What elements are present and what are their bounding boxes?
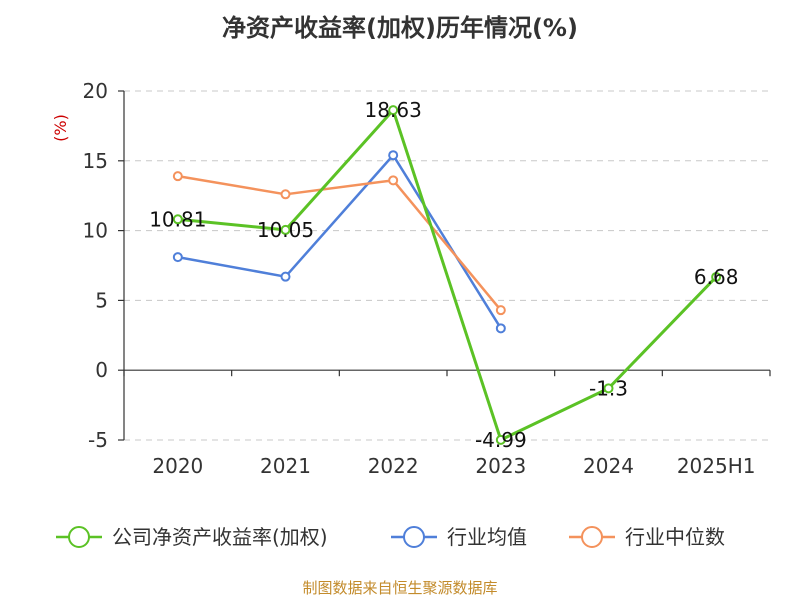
y-axis-unit: (%): [51, 114, 70, 142]
legend-marker-2: [581, 526, 603, 548]
series-1-point-1: [280, 271, 291, 282]
series-0-point-2: [388, 105, 399, 116]
series-0-point-3: [495, 434, 506, 445]
y-tick-label-2: 10: [83, 219, 108, 243]
y-tick-label-5: -5: [88, 428, 108, 452]
y-tick-label-3: 5: [95, 288, 108, 312]
source-note: 制图数据来自恒生聚源数据库: [302, 579, 497, 597]
series-0-point-1: [280, 224, 291, 235]
y-tick-label-1: 15: [83, 149, 108, 173]
series-1-point-3: [495, 323, 506, 334]
x-tick-label-0: 2020: [152, 454, 203, 478]
series-2-point-0: [172, 171, 183, 182]
data-labels: 10.81 10.05 18.63 -4.99 -1.3 6.68: [149, 98, 738, 452]
data-label-5: 6.68: [694, 265, 739, 289]
series-2-point-1: [280, 189, 291, 200]
series-2-point-2: [388, 175, 399, 186]
legend-marker-0: [68, 526, 90, 548]
series-1-point-2: [388, 150, 399, 161]
series-line-2: [177, 174, 502, 311]
series-2-point-3: [495, 305, 506, 316]
x-tick-label-4: 2024: [583, 454, 634, 478]
series-line-1: [177, 153, 502, 329]
data-label-0: 10.81: [149, 207, 206, 231]
x-tick-label-3: 2023: [475, 454, 526, 478]
data-label-2: 18.63: [365, 98, 422, 122]
data-label-3: -4.99: [475, 428, 527, 452]
grid-lines: [124, 90, 770, 441]
legend: 公司净资产收益率(加权) 行业均值 行业中位数: [56, 525, 725, 549]
series-0-point-5: [711, 271, 722, 282]
legend-label-2: 行业中位数: [625, 525, 725, 549]
series-group: [172, 105, 722, 445]
chart-title: 净资产收益率(加权)历年情况(%): [222, 14, 578, 42]
legend-marker-1: [403, 526, 425, 548]
legend-label-0: 公司净资产收益率(加权): [112, 525, 328, 549]
series-1-point-0: [172, 252, 183, 263]
legend-label-1: 行业均值: [447, 525, 527, 549]
x-tick-label-5: 2025H1: [677, 454, 756, 478]
data-label-4: -1.3: [589, 376, 628, 400]
series-0-point-0: [172, 214, 183, 225]
series-line-0: [177, 108, 718, 442]
x-tick-label-2: 2022: [368, 454, 419, 478]
y-tick-label-0: 20: [83, 79, 108, 103]
series-0-point-4: [603, 383, 614, 394]
data-label-1: 10.05: [257, 218, 314, 242]
axes: 20 15 10 5 0 -5 2020 2021 2022 2023 2024 2025H1: [83, 79, 771, 478]
y-tick-label-4: 0: [95, 358, 108, 382]
x-tick-label-1: 2021: [260, 454, 311, 478]
